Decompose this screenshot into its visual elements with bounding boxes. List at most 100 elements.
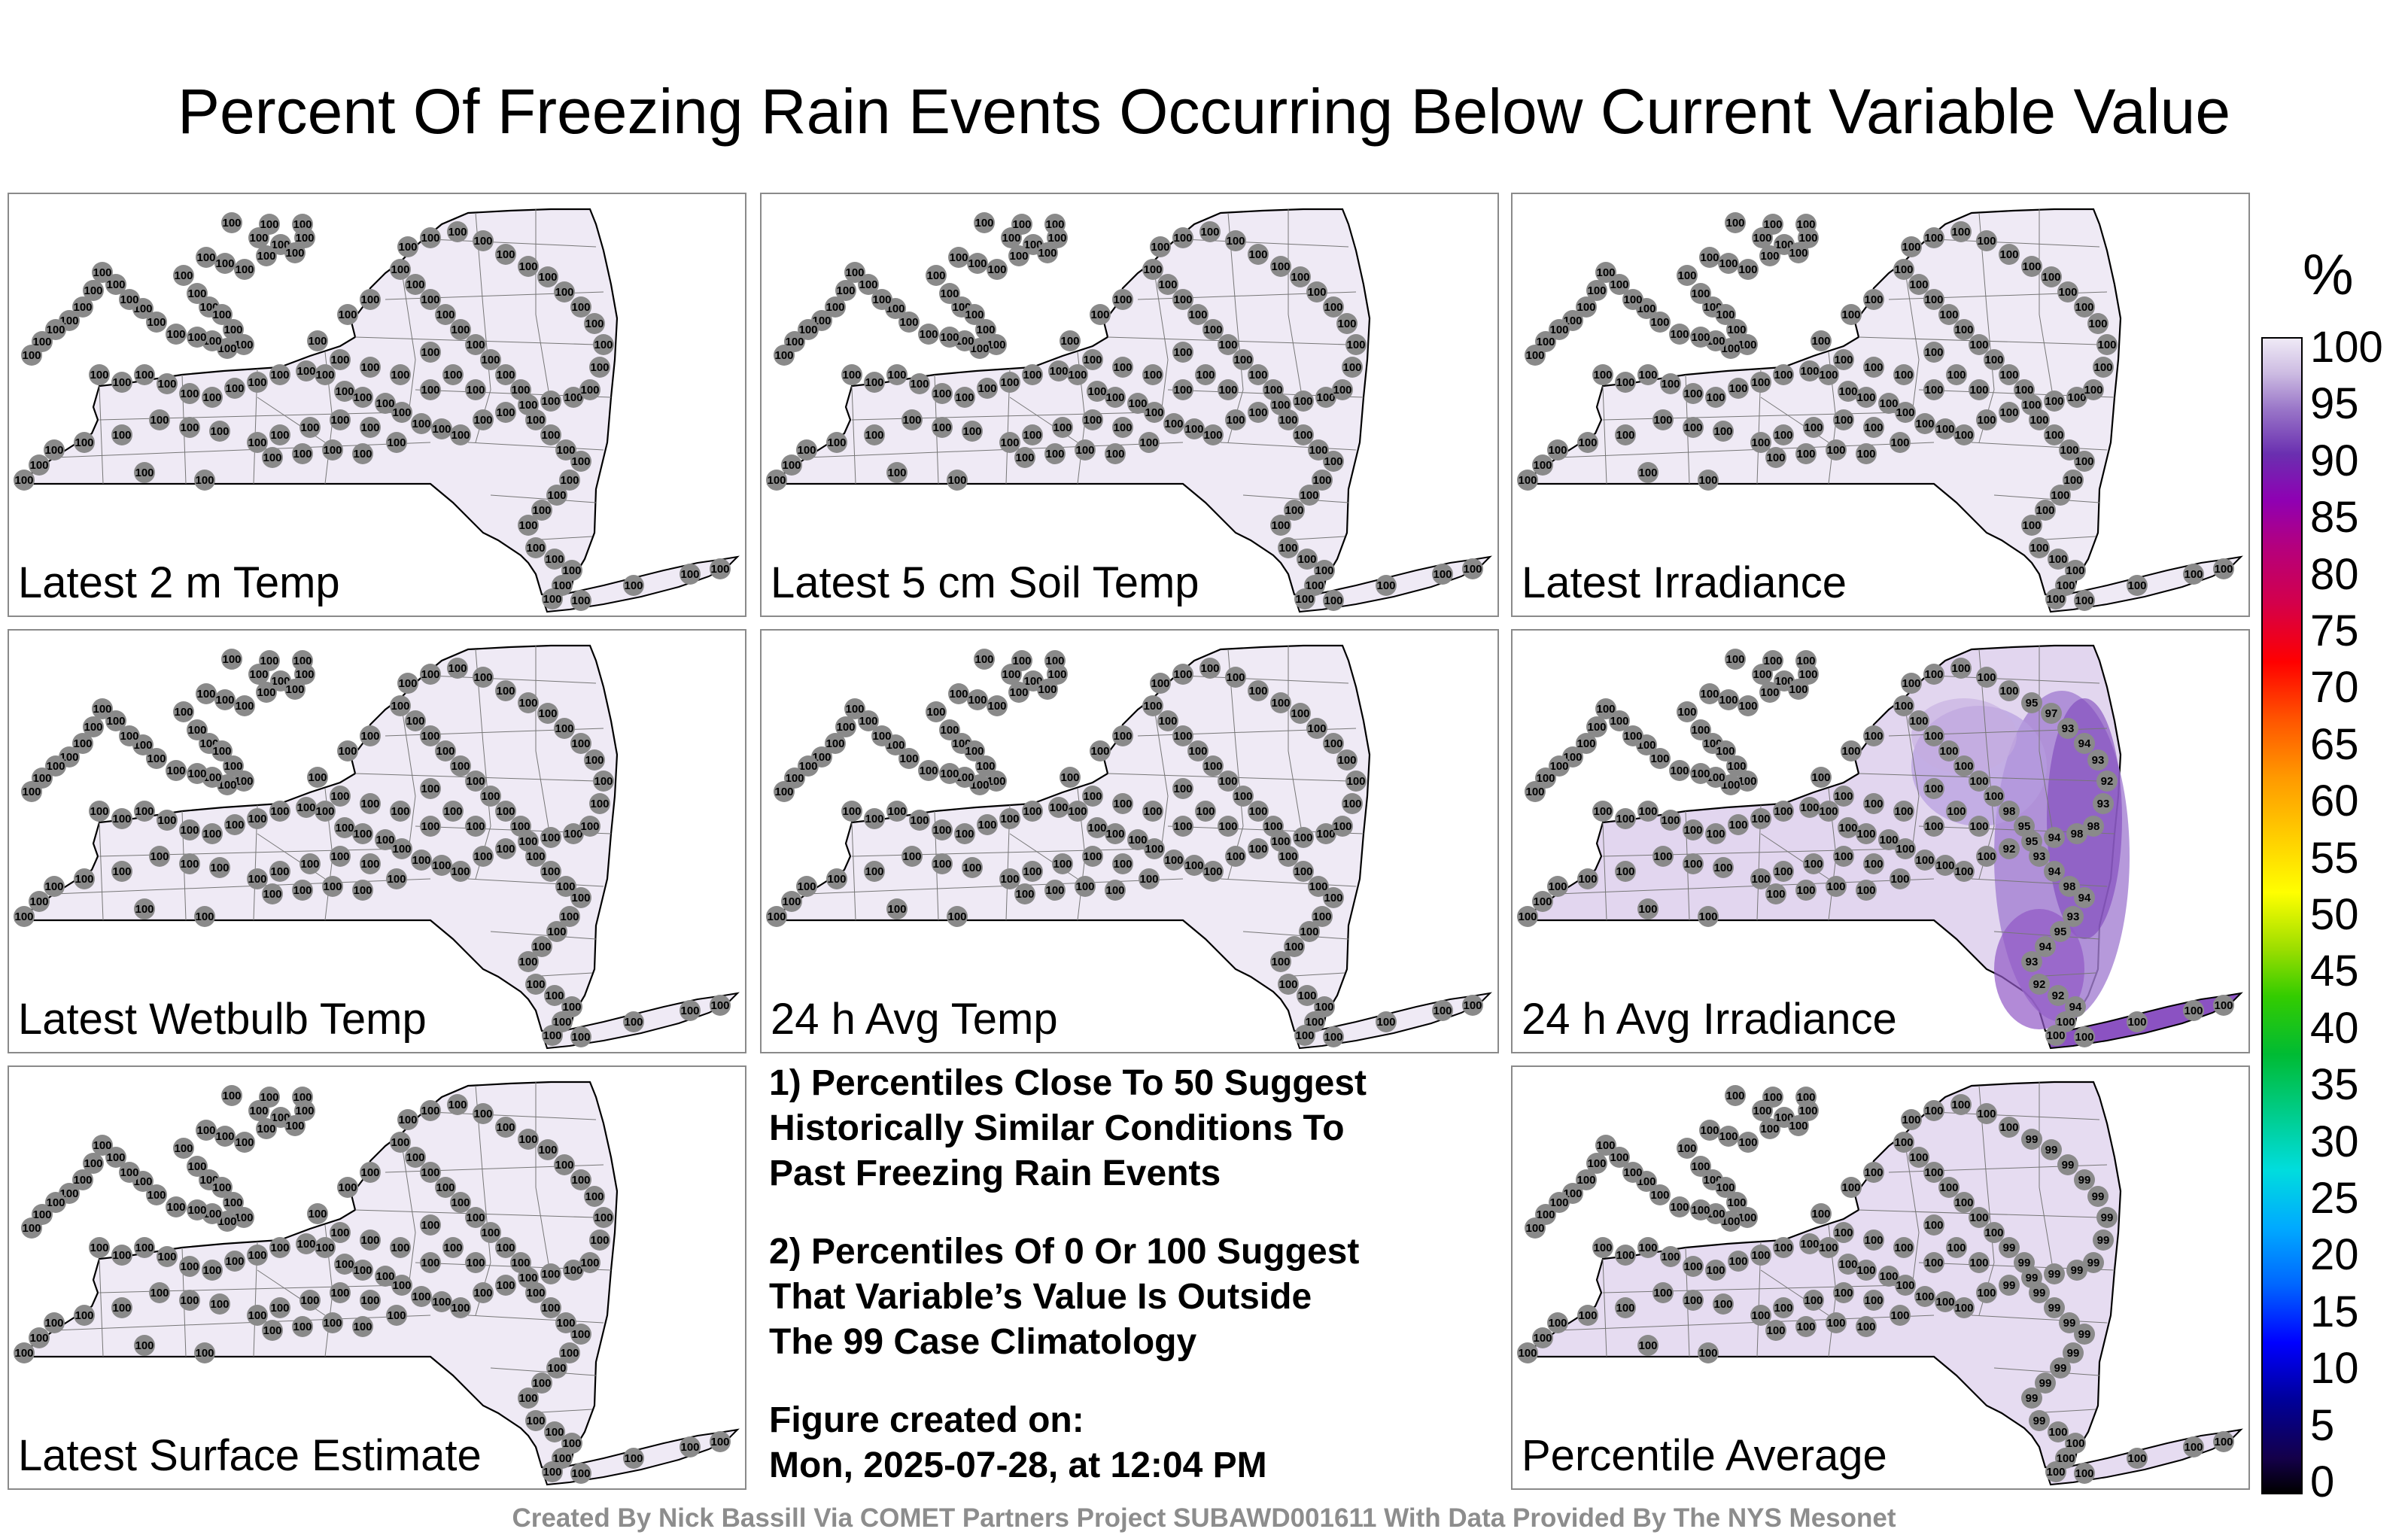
station-value: 100 [1536,336,1555,348]
station-marker: 100 [710,1431,731,1452]
station-marker: 100 [2074,296,2095,318]
station-value: 100 [562,1001,581,1014]
station-marker: 100 [2048,549,2069,570]
station-value: 100 [1226,850,1245,863]
station-value: 100 [1593,1242,1612,1254]
station-value: 99 [2062,1159,2075,1172]
station-value: 94 [2048,831,2061,844]
station-value: 100 [1009,250,1028,263]
station-value: 100 [1760,250,1779,263]
station-marker: 100 [1022,861,1043,882]
station-marker: 100 [247,1305,268,1326]
station-marker: 100 [157,1246,178,1267]
station-value: 100 [541,831,560,844]
station-marker: 100 [1683,1290,1704,1311]
station-marker: 100 [1856,823,1877,844]
station-marker: 100 [2183,1000,2204,1021]
station-value: 100 [526,1415,545,1427]
station-marker: 100 [2014,379,2035,400]
station-marker: 100 [1075,876,1096,897]
station-value: 100 [1278,414,1297,427]
station-marker: 100 [1863,1230,1884,1251]
station-marker: 100 [947,906,968,927]
station-marker: 100 [1856,880,1877,901]
station-value: 100 [2051,489,2069,502]
station-marker: 100 [2083,379,2104,400]
station-value: 100 [899,752,918,765]
station-marker: 100 [593,771,614,792]
station-marker: 100 [337,304,358,325]
station-marker: 100 [1863,853,1884,874]
station-value: 100 [1049,801,1068,814]
station-marker: 100 [196,683,217,704]
station-value: 100 [1670,764,1689,777]
station-value: 100 [1811,771,1830,784]
station-value: 100 [545,989,564,1002]
station-marker: 100 [1699,247,1720,268]
station-marker: 100 [1199,221,1221,242]
station-marker: 100 [1163,413,1184,434]
station-marker: 100 [473,667,494,688]
station-marker: 100 [1225,230,1246,251]
station-marker: 100 [554,718,575,739]
station-value: 100 [93,703,111,716]
figure-title: Percent Of Freezing Rain Events Occurrin… [177,76,2231,147]
station-value: 100 [1890,873,1909,886]
station-marker: 100 [134,1237,155,1258]
station-marker: 100 [1376,575,1397,596]
station-value: 100 [1796,1321,1815,1333]
station-value: 100 [248,376,266,389]
station-marker: 100 [1863,417,1884,438]
station-marker: 100 [173,1138,194,1159]
station-value: 100 [1894,263,1913,276]
station-value: 100 [22,349,41,362]
station-marker: 100 [948,683,969,704]
station-marker: 100 [352,1316,373,1337]
station-marker: 100 [465,771,486,792]
station-marker: 100 [1090,304,1111,325]
station-value: 100 [473,1108,492,1120]
station-value: 100 [564,1264,582,1277]
station-marker: 100 [926,701,947,722]
station-marker: 100 [390,1132,411,1153]
station-marker: 100 [1142,801,1163,822]
station-value: 100 [1691,1160,1710,1173]
station-value: 100 [1285,941,1303,953]
station-marker: 100 [1795,1316,1817,1337]
station-marker: 100 [465,1207,486,1228]
station-value: 100 [1753,232,1771,245]
station-marker: 100 [886,898,908,919]
station-value: 100 [1902,1114,1920,1126]
station-value: 100 [1894,700,1913,713]
station-value: 100 [1890,1309,1909,1322]
station-value: 100 [1738,775,1756,788]
station-value: 100 [1278,978,1297,991]
station-value: 100 [2063,474,2082,487]
station-value: 100 [1915,1290,1934,1303]
station-marker: 100 [259,1087,280,1108]
station-marker: 100 [858,274,879,295]
station-value: 100 [1951,662,1970,675]
station-value: 100 [872,730,891,743]
station-marker: 100 [932,383,953,404]
station-value: 100 [330,1287,349,1299]
station-value: 100 [1536,1208,1555,1221]
station-marker: 99 [2035,1372,2056,1394]
station-marker: 94 [2074,887,2095,908]
station-value: 100 [147,752,166,765]
station-value: 100 [1727,1196,1746,1209]
station-value: 100 [412,1290,430,1303]
station-value: 100 [496,685,515,698]
station-marker: 100 [1150,673,1171,694]
station-marker: 100 [1718,253,1739,274]
station-value: 100 [1819,369,1838,381]
station-value: 100 [842,369,861,381]
station-value: 100 [1924,384,1943,397]
station-value: 100 [1954,760,1973,773]
station-value: 100 [1312,910,1331,923]
panel-label: Latest Irradiance [1522,558,1847,607]
station-value: 100 [451,429,470,442]
station-value: 100 [1789,247,1808,260]
station-marker: 100 [525,409,546,430]
station-value: 100 [974,217,993,229]
